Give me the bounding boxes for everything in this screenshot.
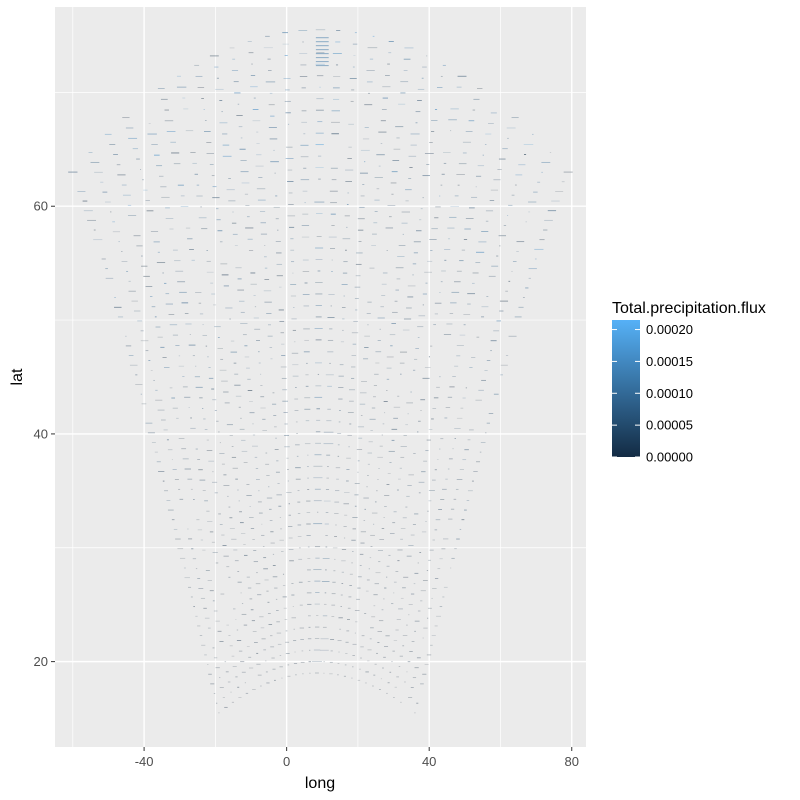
x-tick-label: 80	[565, 754, 579, 769]
legend-tick-label: 0.00005	[646, 418, 693, 433]
y-tick-label: 20	[34, 654, 48, 669]
data-marks	[68, 29, 573, 714]
grid-lines	[55, 7, 586, 747]
legend-title: Total.precipitation.flux	[612, 300, 766, 317]
panel-background	[55, 7, 586, 747]
x-axis-title: long	[305, 775, 335, 792]
y-axis: 20 40 60	[34, 199, 55, 669]
legend-ticks: 0.00000 0.00005 0.00010 0.00015 0.00020	[612, 322, 693, 465]
legend-colorbar	[612, 320, 640, 457]
legend-tick-label: 0.00000	[646, 450, 693, 465]
legend-tick-label: 0.00010	[646, 386, 693, 401]
x-tick-label: -40	[135, 754, 154, 769]
legend-tick-label: 0.00015	[646, 354, 693, 369]
x-axis: -40 0 40 80	[135, 747, 579, 769]
y-tick-label: 40	[34, 426, 48, 441]
y-tick-label: 60	[34, 199, 48, 214]
legend: Total.precipitation.flux 0.000000.000050…	[612, 300, 766, 465]
x-tick-label: 40	[422, 754, 436, 769]
legend-tick-label: 0.00020	[646, 322, 693, 337]
y-axis-title: lat	[9, 368, 26, 385]
x-tick-label: 0	[283, 754, 290, 769]
